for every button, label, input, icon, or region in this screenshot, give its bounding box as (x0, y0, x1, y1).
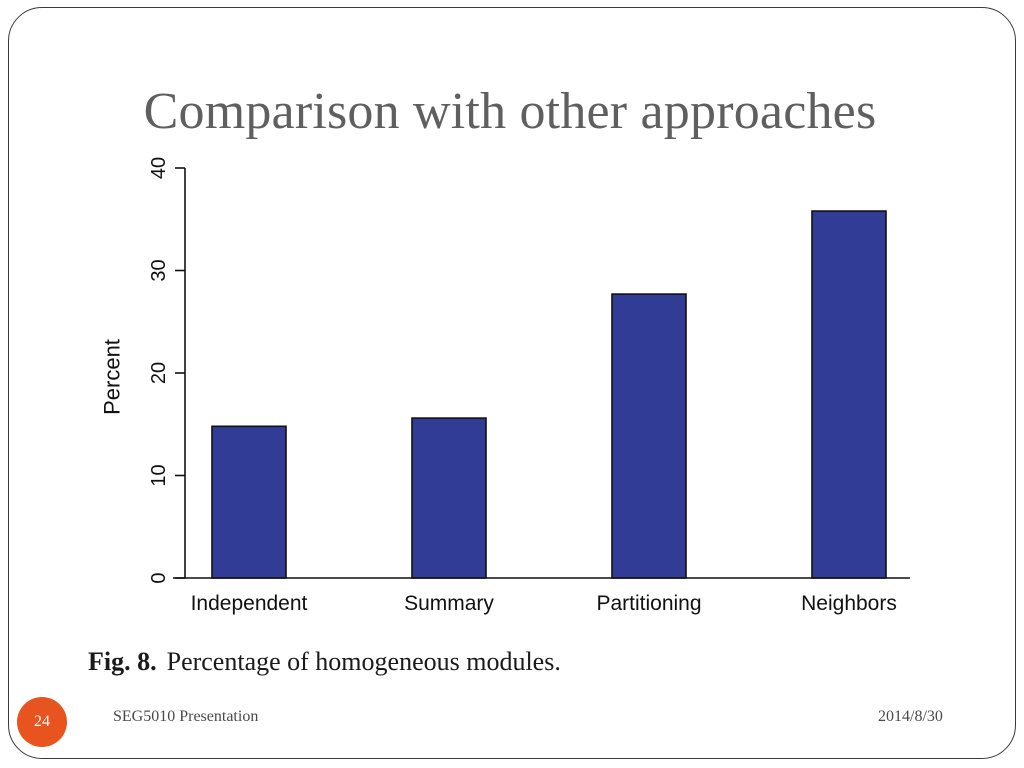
x-category-label: Independent (191, 592, 308, 615)
slide-number-badge: 24 (17, 697, 67, 747)
bar (411, 417, 487, 579)
bar (811, 210, 887, 579)
footer-presentation-name: SEG5010 Presentation (113, 708, 259, 725)
y-tick-label: 30 (148, 259, 170, 281)
bar-chart: 0 10 20 30 40 Percent Independent Summary Partit… (100, 157, 910, 615)
footer-date: 2014/8/30 (878, 708, 943, 725)
x-category-label: Partitioning (596, 592, 701, 615)
x-category-label: Summary (404, 592, 494, 615)
slide-number: 24 (34, 713, 50, 730)
slide-title: Comparison with other approaches (143, 83, 877, 140)
x-category-label: Neighbors (801, 592, 897, 615)
bar (211, 425, 287, 579)
y-tick-label: 10 (148, 464, 170, 486)
figure-caption-label: Fig. 8. (88, 647, 157, 676)
y-tick-label: 0 (148, 572, 170, 583)
figure-caption-text: Percentage of homogeneous modules. (166, 647, 561, 676)
y-tick-label: 40 (148, 157, 170, 179)
y-tick-label: 20 (148, 362, 170, 384)
figure-caption: Fig. 8. Percentage of homogeneous modules… (88, 647, 561, 677)
y-axis-label: Percent (100, 339, 125, 415)
bar (611, 293, 687, 579)
